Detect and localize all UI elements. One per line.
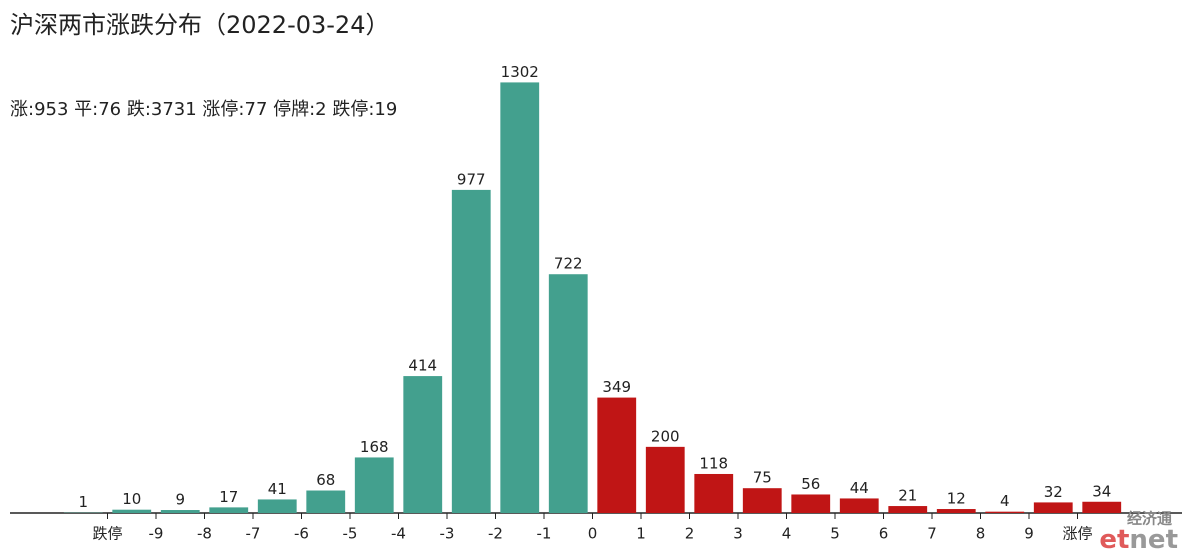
chart-subtitle: 涨:953 平:76 跌:3731 涨停:77 停牌:2 跌停:19 <box>10 99 397 120</box>
value-label: 44 <box>850 479 869 497</box>
value-label: 32 <box>1044 483 1063 501</box>
bar <box>1082 501 1122 513</box>
value-label: 118 <box>699 454 728 472</box>
bar <box>354 457 394 513</box>
x-tick-label: 4 <box>782 525 792 543</box>
value-label: 722 <box>554 255 583 273</box>
bar <box>257 499 297 513</box>
x-tick-label: 跌停 <box>92 525 122 543</box>
value-label: 1 <box>78 493 88 511</box>
bar <box>645 446 685 513</box>
value-label: 9 <box>175 491 185 509</box>
logo-et: et <box>1099 525 1129 553</box>
value-label: 200 <box>651 427 680 445</box>
logo-cn: 经济通 <box>1127 510 1172 528</box>
x-tick-label: -1 <box>537 525 552 543</box>
value-label: 34 <box>1092 482 1111 500</box>
bar <box>888 506 928 513</box>
x-tick-label: 7 <box>927 525 937 543</box>
bar <box>500 82 540 513</box>
value-label: 17 <box>219 488 238 506</box>
bar <box>306 490 346 513</box>
value-label: 414 <box>408 357 437 375</box>
x-tick-label: -2 <box>488 525 503 543</box>
value-label: 56 <box>801 475 820 493</box>
value-label: 12 <box>947 490 966 508</box>
x-tick-label: 1 <box>636 525 646 543</box>
x-tick-label: -7 <box>246 525 261 543</box>
x-tick-label: 8 <box>976 525 986 543</box>
value-label: 41 <box>268 480 287 498</box>
value-label: 4 <box>1000 492 1010 510</box>
bar <box>451 189 491 513</box>
bar <box>597 397 637 513</box>
x-tick-label: -9 <box>149 525 164 543</box>
x-tick-label: -8 <box>197 525 212 543</box>
bar <box>742 488 782 513</box>
x-tick-label: 6 <box>879 525 889 543</box>
bar <box>694 473 734 513</box>
x-tick-label: -3 <box>440 525 455 543</box>
bar <box>1033 502 1073 513</box>
x-tick-label: -4 <box>391 525 406 543</box>
bar <box>160 510 200 513</box>
value-label: 21 <box>898 487 917 505</box>
value-label: 75 <box>753 469 772 487</box>
bar <box>548 274 588 513</box>
value-label: 168 <box>360 438 389 456</box>
bar <box>839 498 879 513</box>
logo-net: net <box>1129 525 1178 553</box>
value-label: 10 <box>122 490 141 508</box>
value-label: 68 <box>316 471 335 489</box>
value-label: 977 <box>457 170 486 188</box>
x-tick-label: 0 <box>588 525 598 543</box>
value-label: 349 <box>602 378 631 396</box>
bar <box>985 511 1025 513</box>
bar <box>936 509 976 513</box>
logo: etnet <box>1099 525 1178 553</box>
x-tick-label: -5 <box>343 525 358 543</box>
bar <box>209 507 249 513</box>
bar <box>403 376 443 513</box>
x-tick-label: 2 <box>685 525 695 543</box>
value-label: 1302 <box>501 63 539 81</box>
bar <box>112 509 152 513</box>
x-tick-label: 3 <box>733 525 743 543</box>
x-tick-label: 5 <box>830 525 840 543</box>
bar <box>791 494 831 513</box>
chart-title: 沪深两市涨跌分布（2022-03-24） <box>10 11 389 39</box>
x-tick-label: 9 <box>1024 525 1034 543</box>
x-tick-label: -6 <box>294 525 309 543</box>
x-tick-label: 涨停 <box>1062 525 1092 543</box>
